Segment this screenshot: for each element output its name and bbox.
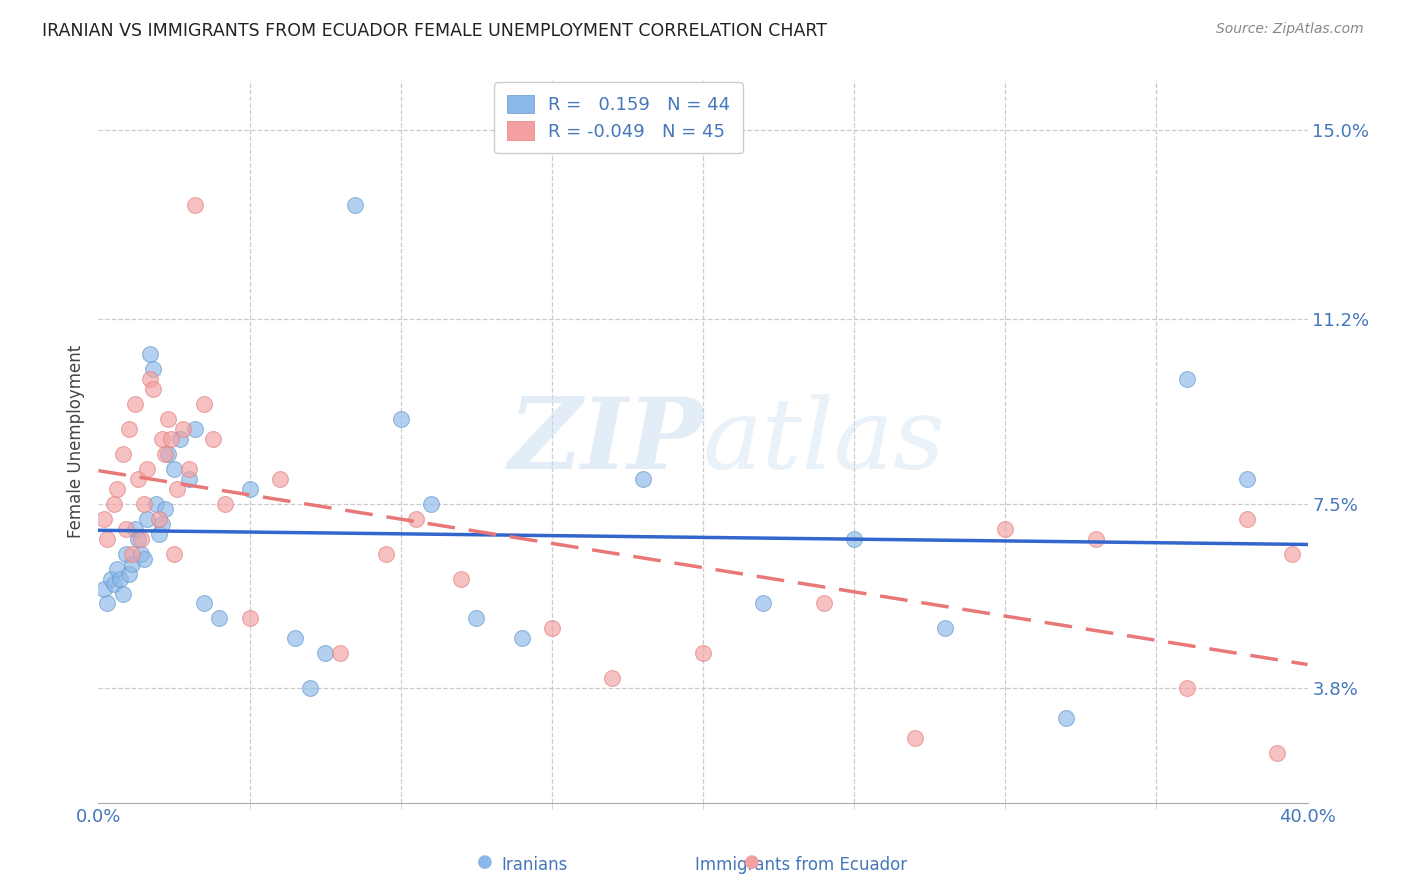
Point xyxy=(934,621,956,635)
Point xyxy=(142,362,165,376)
Text: atlas: atlas xyxy=(703,394,946,489)
Point xyxy=(510,632,533,646)
Point xyxy=(105,561,128,575)
Point xyxy=(100,572,122,586)
Point xyxy=(1236,472,1258,486)
Point xyxy=(150,432,173,446)
Point xyxy=(1281,547,1303,561)
Text: Immigrants from Ecuador: Immigrants from Ecuador xyxy=(696,856,907,874)
Point xyxy=(139,372,162,386)
Y-axis label: Female Unemployment: Female Unemployment xyxy=(66,345,84,538)
Point xyxy=(163,547,186,561)
Point xyxy=(239,482,262,496)
Point xyxy=(150,516,173,531)
Point xyxy=(1054,711,1077,725)
Point xyxy=(153,447,176,461)
Point xyxy=(156,447,179,461)
Point xyxy=(184,422,207,436)
Point xyxy=(135,462,157,476)
Point xyxy=(132,497,155,511)
Point xyxy=(156,412,179,426)
Point xyxy=(374,547,396,561)
Point xyxy=(904,731,927,745)
Point xyxy=(118,422,141,436)
Point xyxy=(111,586,134,600)
Point xyxy=(239,611,262,625)
Point xyxy=(153,501,176,516)
Point xyxy=(1267,746,1289,760)
Point xyxy=(631,472,654,486)
Point xyxy=(114,547,136,561)
Point xyxy=(465,611,488,625)
Point xyxy=(450,572,472,586)
Point xyxy=(166,482,188,496)
Point xyxy=(96,532,118,546)
Text: Source: ZipAtlas.com: Source: ZipAtlas.com xyxy=(1216,22,1364,37)
Point xyxy=(148,512,170,526)
Point xyxy=(214,497,236,511)
Point xyxy=(129,532,152,546)
Point xyxy=(179,472,201,486)
Text: ZIP: ZIP xyxy=(508,393,703,490)
Point xyxy=(844,532,866,546)
Point xyxy=(121,547,143,561)
Point xyxy=(132,551,155,566)
Point xyxy=(344,198,367,212)
Point xyxy=(314,646,336,660)
Point xyxy=(93,582,115,596)
Point xyxy=(193,597,215,611)
Point xyxy=(172,422,194,436)
Point xyxy=(93,512,115,526)
Point xyxy=(124,522,146,536)
Point xyxy=(602,671,624,685)
Point xyxy=(103,497,125,511)
Text: Iranians: Iranians xyxy=(501,856,568,874)
Point xyxy=(105,482,128,496)
Point xyxy=(129,547,152,561)
Legend: R =   0.159   N = 44, R = -0.049   N = 45: R = 0.159 N = 44, R = -0.049 N = 45 xyxy=(494,82,742,153)
Point xyxy=(813,597,835,611)
Point xyxy=(284,632,307,646)
Text: ●: ● xyxy=(744,853,761,871)
Point xyxy=(142,382,165,396)
Point xyxy=(299,681,322,696)
Point xyxy=(160,432,183,446)
Point xyxy=(1175,681,1198,696)
Point xyxy=(135,512,157,526)
Text: IRANIAN VS IMMIGRANTS FROM ECUADOR FEMALE UNEMPLOYMENT CORRELATION CHART: IRANIAN VS IMMIGRANTS FROM ECUADOR FEMAL… xyxy=(42,22,827,40)
Point xyxy=(118,566,141,581)
Point xyxy=(1175,372,1198,386)
Point xyxy=(202,432,225,446)
Point xyxy=(139,347,162,361)
Point xyxy=(540,621,562,635)
Point xyxy=(420,497,443,511)
Point xyxy=(179,462,201,476)
Point xyxy=(389,412,412,426)
Point xyxy=(145,497,167,511)
Text: ●: ● xyxy=(477,853,494,871)
Point xyxy=(96,597,118,611)
Point xyxy=(111,447,134,461)
Point xyxy=(1236,512,1258,526)
Point xyxy=(184,198,207,212)
Point xyxy=(163,462,186,476)
Point xyxy=(148,526,170,541)
Point xyxy=(124,397,146,411)
Point xyxy=(169,432,191,446)
Point xyxy=(692,646,714,660)
Point xyxy=(103,576,125,591)
Point xyxy=(193,397,215,411)
Point xyxy=(269,472,291,486)
Point xyxy=(405,512,427,526)
Point xyxy=(127,472,149,486)
Point xyxy=(752,597,775,611)
Point xyxy=(1085,532,1108,546)
Point xyxy=(114,522,136,536)
Point xyxy=(329,646,352,660)
Point xyxy=(108,572,131,586)
Point xyxy=(127,532,149,546)
Point xyxy=(994,522,1017,536)
Point xyxy=(208,611,231,625)
Point xyxy=(121,557,143,571)
